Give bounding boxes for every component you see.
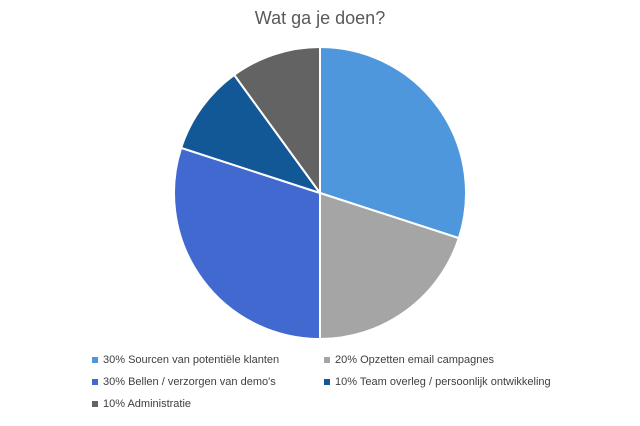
legend-swatch — [92, 401, 98, 407]
chart-legend: 30% Sourcen van potentiële klanten 20% Op… — [92, 353, 592, 411]
legend-item: 10% Team overleg / persoonlijk ontwikkel… — [324, 375, 584, 389]
pie-slice-2 — [319, 191, 461, 341]
legend-item: 10% Administratie — [92, 397, 324, 411]
legend-label: 10% Administratie — [103, 398, 192, 410]
legend-label: 10% Team overleg / persoonlijk ontwikkel… — [335, 376, 551, 388]
chart-title: Wat ga je doen? — [254, 8, 386, 28]
legend-swatch — [324, 357, 330, 363]
legend-item: 30% Bellen / verzorgen van demo's — [92, 375, 324, 389]
legend-swatch — [92, 357, 98, 363]
pie-slice-4 — [179, 73, 323, 195]
legend-label: 20% Opzetten email campagnes — [335, 354, 494, 366]
legend-label: 30% Bellen / verzorgen van demo's — [103, 376, 276, 388]
legend-item: 20% Opzetten email campagnes — [324, 353, 584, 367]
pie-slice-3 — [173, 146, 321, 341]
legend-label: 30% Sourcen van potentiële klanten — [103, 354, 280, 366]
pie-slice-5 — [232, 45, 321, 197]
legend-swatch — [92, 379, 98, 385]
legend-item: 30% Sourcen van potentiële klanten — [92, 353, 324, 367]
pie-slice-1 — [319, 45, 467, 240]
legend-swatch — [324, 379, 330, 385]
